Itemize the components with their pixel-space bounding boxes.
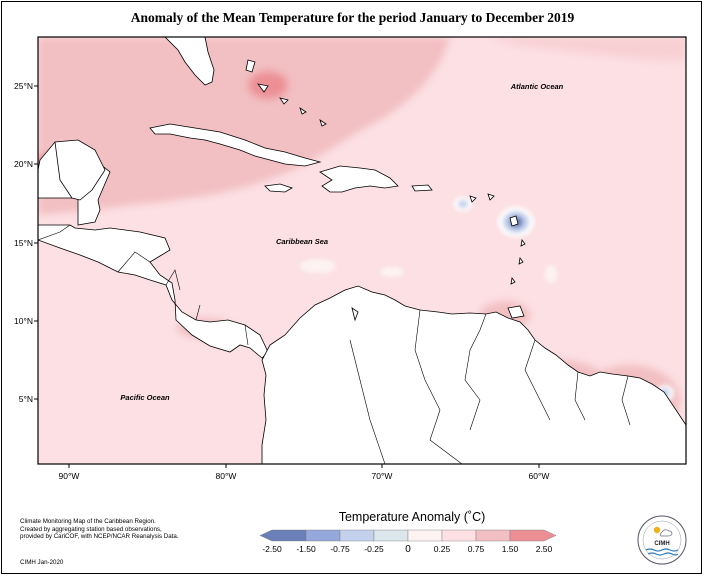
colorbar: -2.50 -1.50 -0.75 -0.25 0 0.25 0.75 1.50 2.50 bbox=[259, 529, 557, 555]
colorbar-tick-label: -0.75 bbox=[330, 544, 350, 554]
colorbar-tick-label: -2.50 bbox=[262, 544, 282, 554]
land-florida bbox=[164, 37, 215, 86]
land-masses bbox=[38, 37, 686, 464]
lat-tick-label: 20°N bbox=[14, 159, 33, 169]
colorbar-segment bbox=[441, 529, 477, 542]
colorbar-segment bbox=[305, 529, 341, 542]
credits-text: Climate Monitoring Map of the Caribbean … bbox=[20, 518, 179, 541]
credits-line: Climate Monitoring Map of the Caribbean … bbox=[20, 518, 156, 525]
longitude-axis: 90°W 80°W 70°W 60°W bbox=[59, 464, 550, 481]
label-pacific-ocean: Pacific Ocean bbox=[120, 393, 170, 402]
colorbar-segment bbox=[373, 529, 409, 542]
colorbar-tick-label: 0 bbox=[405, 544, 411, 555]
label-atlantic-ocean: Atlantic Ocean bbox=[510, 82, 564, 91]
colorbar-segment bbox=[339, 529, 375, 542]
credits-line: Created by aggregating station based obs… bbox=[20, 525, 162, 533]
land-central-america bbox=[38, 141, 269, 359]
cloud-icon bbox=[659, 529, 673, 537]
land-jamaica bbox=[264, 183, 293, 193]
map-title: Anomaly of the Mean Temperature for the … bbox=[130, 10, 575, 25]
map-border bbox=[37, 36, 687, 465]
land-yucatan bbox=[54, 139, 106, 201]
lon-tick-label: 90°W bbox=[59, 471, 80, 481]
colorbar-segment bbox=[475, 529, 511, 542]
land-lesser-antilles bbox=[351, 193, 526, 322]
cimh-logo: CIMH bbox=[637, 515, 687, 565]
land-cuba bbox=[149, 123, 322, 167]
colorbar-segment bbox=[407, 529, 443, 542]
lon-tick-label: 60°W bbox=[529, 471, 550, 481]
logo-text: CIMH bbox=[654, 541, 669, 547]
colorbar-segment bbox=[259, 529, 307, 542]
colorbar-segment bbox=[509, 529, 557, 542]
colorbar-tick-label: -0.25 bbox=[364, 544, 384, 554]
colorbar-tick-label: 0.25 bbox=[434, 544, 451, 554]
colorbar-tick-label: 2.50 bbox=[536, 544, 553, 554]
colorbar-tick-label: -1.50 bbox=[296, 544, 316, 554]
label-caribbean-sea: Caribbean Sea bbox=[276, 237, 328, 246]
waves-icon bbox=[645, 548, 679, 552]
map-area: Atlantic Ocean Caribbean Sea Pacific Oce… bbox=[38, 37, 686, 464]
lat-tick-label: 25°N bbox=[14, 81, 33, 91]
colorbar-title: Temperature Anomaly (˚C) bbox=[338, 510, 486, 524]
lat-tick-label: 15°N bbox=[14, 238, 33, 248]
lat-tick-label: 10°N bbox=[14, 316, 33, 326]
land-south-america bbox=[261, 285, 686, 464]
colorbar-tick-label: 1.50 bbox=[502, 544, 519, 554]
credits-line: provided by CariCOF, with NCEP/NCAR Rean… bbox=[20, 533, 179, 541]
country-borders bbox=[38, 224, 631, 464]
colorbar-tick-label: 0.75 bbox=[468, 544, 485, 554]
credits-date: CIMH Jan-2020 bbox=[20, 559, 64, 566]
lat-tick-label: 5°N bbox=[19, 394, 33, 404]
lon-tick-label: 80°W bbox=[216, 471, 237, 481]
land-bahamas bbox=[245, 59, 327, 127]
land-hispaniola bbox=[319, 165, 399, 193]
land-puerto-rico bbox=[411, 184, 433, 192]
sun-icon bbox=[653, 526, 661, 534]
lon-tick-label: 70°W bbox=[372, 471, 393, 481]
land-trinidad bbox=[507, 305, 525, 319]
latitude-axis: 25°N 20°N 15°N 10°N 5°N bbox=[14, 81, 38, 404]
